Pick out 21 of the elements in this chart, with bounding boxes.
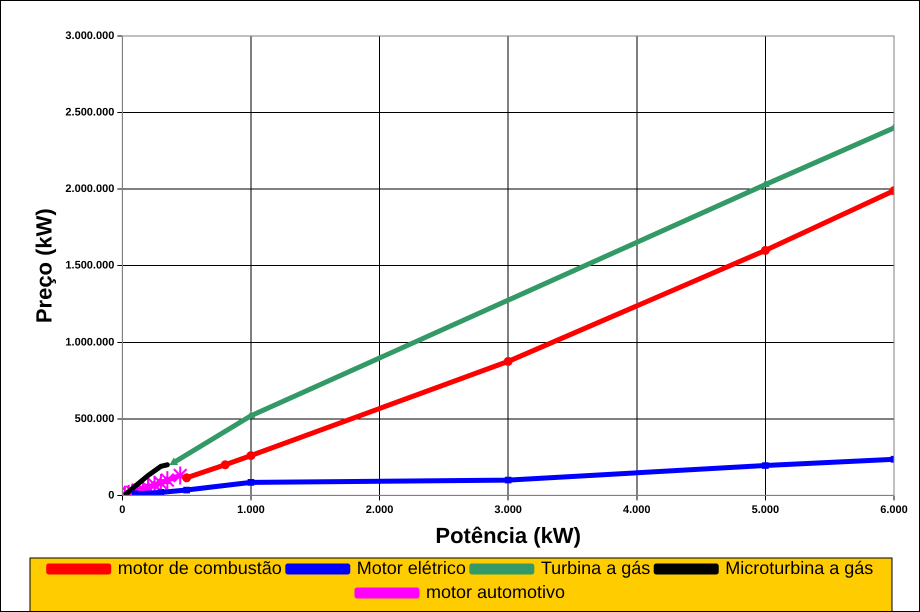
legend-label: Turbina a gás [540,558,650,578]
x-tick-label: 2.000 [366,504,394,516]
x-tick-label: 1.000 [237,504,265,516]
legend-label: Microturbina a gás [725,558,874,578]
y-tick-label: 1.000.000 [65,336,114,348]
y-tick-label: 0 [108,489,114,502]
x-tick-label: 6.000 [880,504,908,516]
y-tick-label: 2.000.000 [65,183,114,196]
y-tick-label: 3.000.000 [65,30,114,42]
y-tick-label: 1.500.000 [65,260,114,272]
legend-label: motor automotivo [426,582,566,602]
y-tick-label: 2.500.000 [65,106,114,119]
y-axis-title: Preço (kW) [31,208,56,324]
x-tick-label: 4.000 [623,504,651,516]
legend-label: Motor elétrico [356,558,466,578]
y-tick-label: 500.000 [74,412,114,425]
x-tick-label: 5.000 [752,504,780,516]
x-tick-label: 3.000 [494,504,522,516]
x-tick-label: 0 [119,504,126,516]
legend-label: motor de combustão [118,558,282,578]
x-axis-title: Potência (kW) [435,522,581,548]
